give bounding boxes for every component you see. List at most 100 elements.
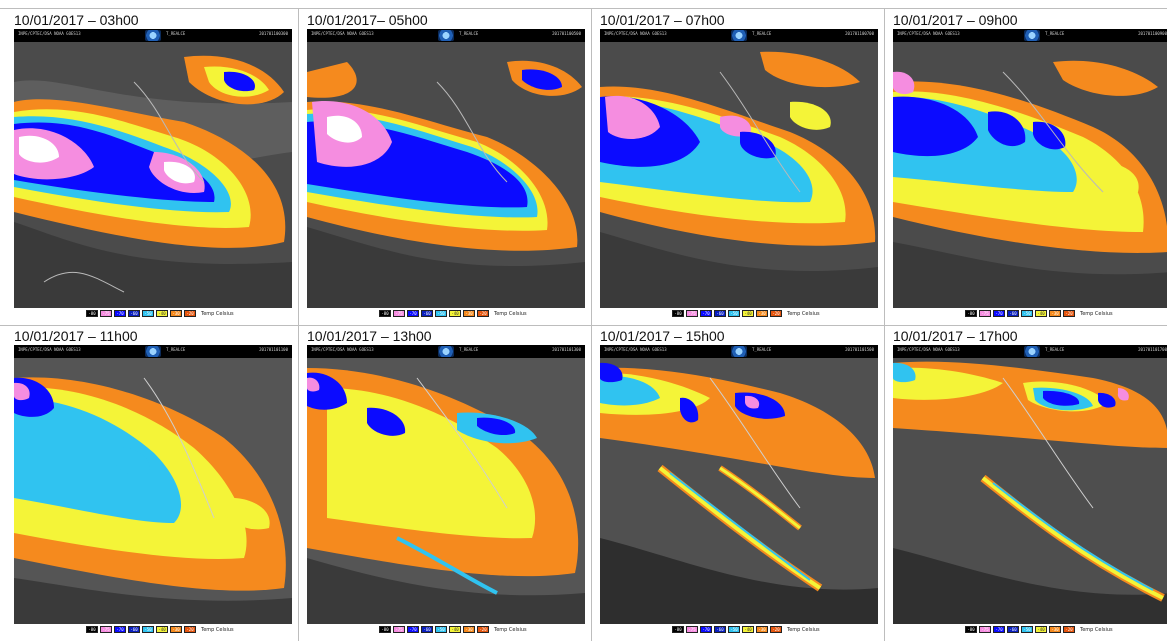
legend-label: Temp Celsius bbox=[787, 310, 820, 317]
grid-divider bbox=[591, 8, 592, 641]
satellite-image-art bbox=[307, 358, 585, 624]
header-product: T_REALCE bbox=[166, 347, 186, 352]
legend-swatch: -50 bbox=[142, 310, 154, 317]
header-source: INPE/CPTEC/DSA NOAA GOES13 bbox=[311, 347, 374, 352]
legend-swatch: -40 bbox=[449, 626, 461, 633]
legend-swatch: -40 bbox=[742, 626, 754, 633]
satellite-image bbox=[307, 358, 585, 624]
panel-timestamp: 10/01/2017 – 07h00 bbox=[600, 12, 725, 28]
legend-swatch: -20 bbox=[477, 310, 489, 317]
temperature-legend: -80 -75 -70 -60 -50 -40 -30 -20 Temp Cel… bbox=[379, 625, 527, 634]
legend-swatch: -30 bbox=[1049, 310, 1061, 317]
inpe-logo-icon bbox=[1024, 346, 1040, 357]
legend-swatch: -60 bbox=[421, 310, 433, 317]
satellite-image-art bbox=[14, 42, 292, 308]
legend-label: Temp Celsius bbox=[494, 626, 527, 633]
legend-swatch: -60 bbox=[714, 310, 726, 317]
inpe-logo-icon bbox=[145, 30, 161, 41]
header-source: INPE/CPTEC/DSA NOAA GOES13 bbox=[18, 31, 81, 36]
legend-swatch: -70 bbox=[114, 626, 126, 633]
grid-divider bbox=[0, 8, 1167, 9]
temperature-legend: -80 -75 -70 -60 -50 -40 -30 -20 Temp Cel… bbox=[86, 625, 234, 634]
legend-swatch: -80 bbox=[379, 310, 391, 317]
header-product: T_REALCE bbox=[1045, 31, 1065, 36]
legend-swatch: -20 bbox=[770, 626, 782, 633]
header-product: T_REALCE bbox=[752, 347, 772, 352]
satellite-image bbox=[893, 358, 1167, 624]
legend-swatch: -30 bbox=[756, 310, 768, 317]
header-source: INPE/CPTEC/DSA NOAA GOES13 bbox=[604, 31, 667, 36]
legend-swatch: -60 bbox=[1007, 626, 1019, 633]
legend-swatch: -75 bbox=[686, 626, 698, 633]
satellite-image bbox=[14, 358, 292, 624]
legend-swatch: -75 bbox=[393, 626, 405, 633]
legend-swatch: -75 bbox=[979, 626, 991, 633]
legend-swatch: -80 bbox=[86, 626, 98, 633]
legend-swatch: -30 bbox=[756, 626, 768, 633]
image-header-bar: INPE/CPTEC/DSA NOAA GOES13 T_REALCE 2017… bbox=[600, 29, 878, 42]
header-code: 201701100900 bbox=[1138, 31, 1167, 36]
legend-swatch: -30 bbox=[463, 310, 475, 317]
legend-swatch: -30 bbox=[1049, 626, 1061, 633]
legend-swatch: -50 bbox=[142, 626, 154, 633]
legend-label: Temp Celsius bbox=[201, 310, 234, 317]
temperature-legend: -80 -75 -70 -60 -50 -40 -30 -20 Temp Cel… bbox=[672, 625, 820, 634]
satellite-image-art bbox=[600, 358, 878, 624]
satellite-image-art bbox=[14, 358, 292, 624]
legend-swatch: -20 bbox=[1063, 310, 1075, 317]
inpe-logo-icon bbox=[731, 30, 747, 41]
legend-swatch: -70 bbox=[700, 310, 712, 317]
legend-swatch: -30 bbox=[463, 626, 475, 633]
satellite-image-art bbox=[600, 42, 878, 308]
satellite-image bbox=[14, 42, 292, 308]
satellite-image-art bbox=[893, 358, 1167, 624]
header-code: 201701100700 bbox=[845, 31, 874, 36]
image-header-bar: INPE/CPTEC/DSA NOAA GOES13 T_REALCE 2017… bbox=[600, 345, 878, 358]
header-code: 201701101700 bbox=[1138, 347, 1167, 352]
inpe-logo-icon bbox=[145, 346, 161, 357]
legend-swatch: -20 bbox=[477, 626, 489, 633]
satellite-panel: 10/01/2017 – 11h00 INPE/CPTEC/DSA NOAA G… bbox=[10, 328, 298, 638]
panel-timestamp: 10/01/2017– 05h00 bbox=[307, 12, 428, 28]
inpe-logo-icon bbox=[731, 346, 747, 357]
legend-swatch: -50 bbox=[435, 310, 447, 317]
panel-timestamp: 10/01/2017 – 09h00 bbox=[893, 12, 1018, 28]
legend-label: Temp Celsius bbox=[1080, 626, 1113, 633]
legend-swatch: -20 bbox=[770, 310, 782, 317]
legend-swatch: -70 bbox=[407, 310, 419, 317]
legend-swatch: -60 bbox=[714, 626, 726, 633]
legend-swatch: -30 bbox=[170, 626, 182, 633]
image-header-bar: INPE/CPTEC/DSA NOAA GOES13 T_REALCE 2017… bbox=[893, 29, 1167, 42]
legend-swatch: -50 bbox=[435, 626, 447, 633]
image-header-bar: INPE/CPTEC/DSA NOAA GOES13 T_REALCE 2017… bbox=[14, 345, 292, 358]
grid-divider bbox=[884, 8, 885, 641]
legend-swatch: -60 bbox=[128, 626, 140, 633]
inpe-logo-icon bbox=[438, 346, 454, 357]
temperature-legend: -80 -75 -70 -60 -50 -40 -30 -20 Temp Cel… bbox=[965, 625, 1113, 634]
legend-swatch: -50 bbox=[728, 310, 740, 317]
image-header-bar: INPE/CPTEC/DSA NOAA GOES13 T_REALCE 2017… bbox=[14, 29, 292, 42]
panel-timestamp: 10/01/2017 – 03h00 bbox=[14, 12, 139, 28]
satellite-image bbox=[600, 358, 878, 624]
legend-swatch: -75 bbox=[979, 310, 991, 317]
legend-label: Temp Celsius bbox=[787, 626, 820, 633]
satellite-panel: 10/01/2017 – 09h00 INPE/CPTEC/DSA NOAA G… bbox=[889, 12, 1167, 322]
legend-swatch: -40 bbox=[156, 310, 168, 317]
header-code: 201701101300 bbox=[552, 347, 581, 352]
legend-swatch: -20 bbox=[1063, 626, 1075, 633]
legend-swatch: -70 bbox=[114, 310, 126, 317]
header-source: INPE/CPTEC/DSA NOAA GOES13 bbox=[311, 31, 374, 36]
satellite-panel: 10/01/2017 – 03h00 INPE/CPTEC/DSA NOAA G… bbox=[10, 12, 298, 322]
legend-swatch: -60 bbox=[1007, 310, 1019, 317]
temperature-legend: -80 -75 -70 -60 -50 -40 -30 -20 Temp Cel… bbox=[965, 309, 1113, 318]
legend-swatch: -70 bbox=[407, 626, 419, 633]
header-source: INPE/CPTEC/DSA NOAA GOES13 bbox=[897, 347, 960, 352]
legend-label: Temp Celsius bbox=[201, 626, 234, 633]
legend-swatch: -75 bbox=[100, 626, 112, 633]
temperature-legend: -80 -75 -70 -60 -50 -40 -30 -20 Temp Cel… bbox=[379, 309, 527, 318]
legend-swatch: -50 bbox=[1021, 310, 1033, 317]
satellite-image-art bbox=[307, 42, 585, 308]
legend-swatch: -70 bbox=[993, 626, 1005, 633]
satellite-image bbox=[893, 42, 1167, 308]
header-product: T_REALCE bbox=[459, 347, 479, 352]
